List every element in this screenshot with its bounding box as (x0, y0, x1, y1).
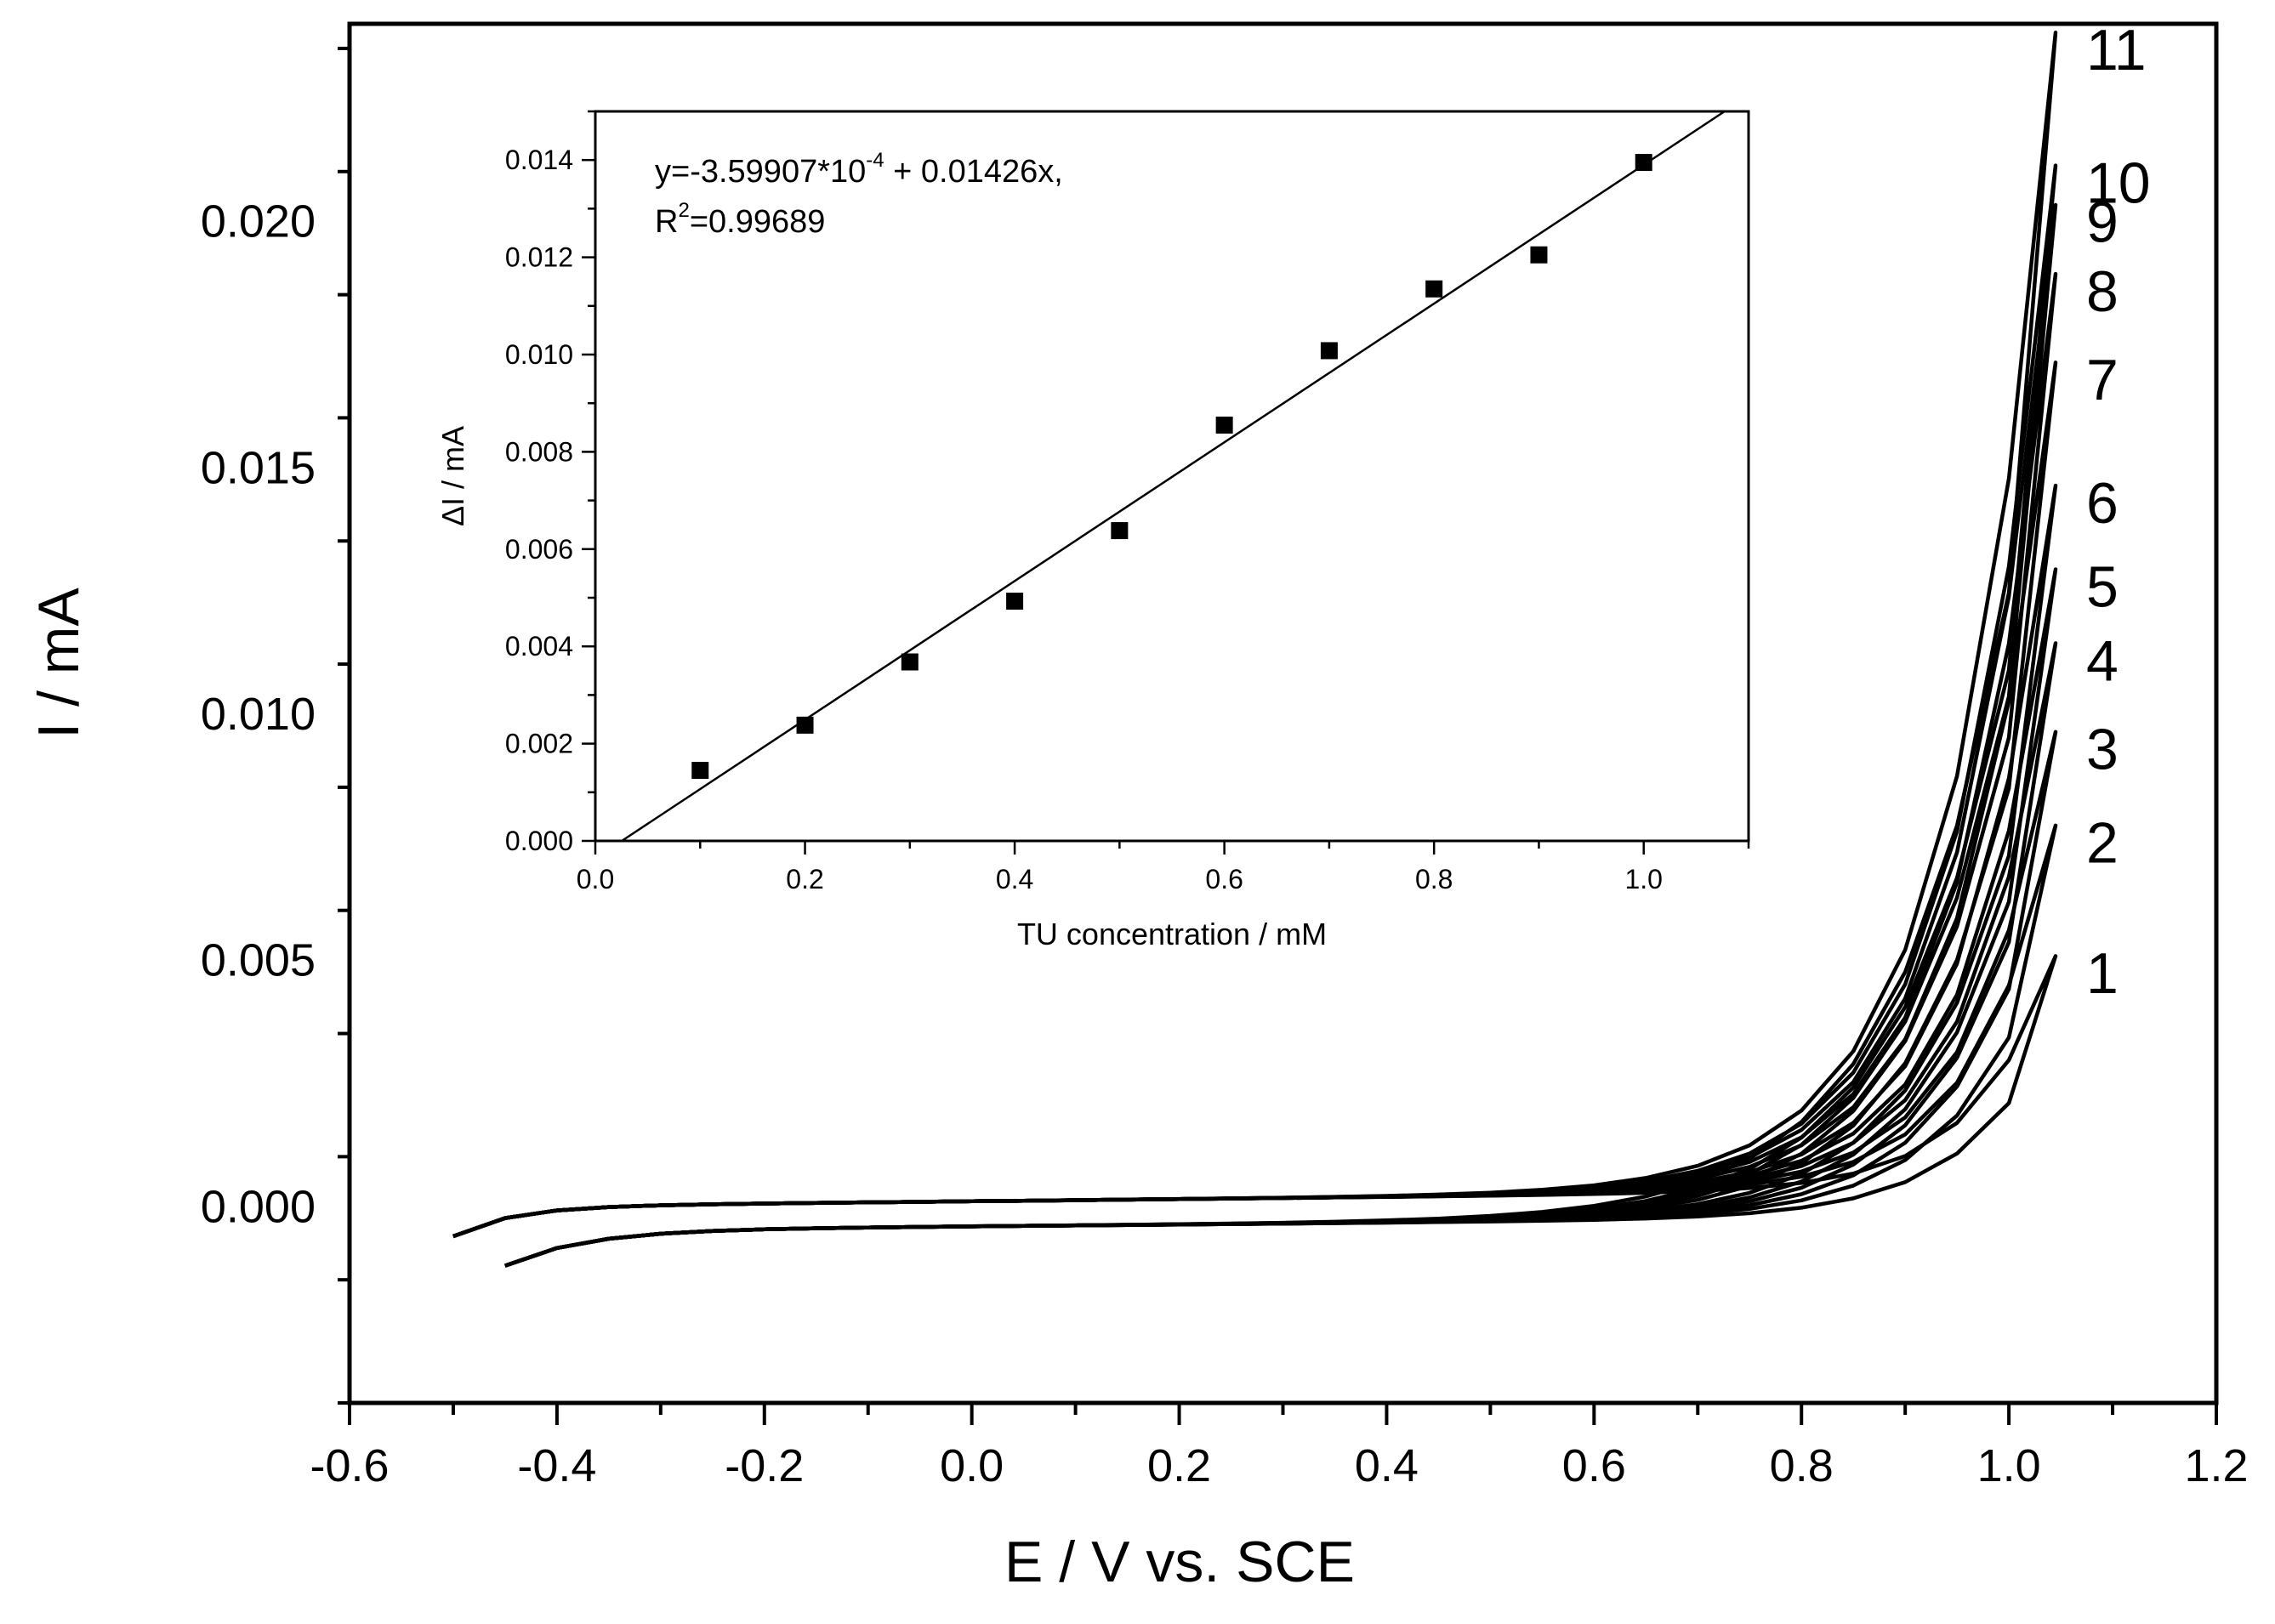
data-point (796, 716, 814, 734)
main-x-tick-label: 0.2 (1147, 1440, 1211, 1491)
data-point (1320, 342, 1338, 360)
main-x-axis-title: E / V vs. SCE (1004, 1530, 1355, 1594)
inset-axes: 0.0 0.2 0.4 0.6 0.8 1.0 0.000 0.002 0.004 0.006 0.… (505, 110, 1750, 894)
inset-y-tick-label: 0.010 (505, 339, 573, 370)
inset-x-tick-label: 0.8 (1415, 864, 1453, 894)
data-point (1530, 246, 1548, 264)
main-axes: -0.6 -0.4 -0.2 0.0 0.2 0.4 0.6 0.8 1.0 1.20.0000.… (201, 21, 2249, 1491)
inset-marks (621, 110, 1726, 843)
inset-plot-frame (594, 110, 1750, 843)
curve-label-8: 8 (2086, 259, 2119, 324)
inset-x-tick-label: 0.0 (577, 864, 614, 894)
curve-label-1: 1 (2086, 941, 2119, 1006)
main-x-tick-label: 0.8 (1770, 1440, 1834, 1491)
inset-y-tick-label: 0.014 (505, 145, 573, 175)
inset-y-tick-label: 0.002 (505, 729, 573, 759)
main-y-axis-title: I / mA (26, 588, 91, 739)
data-point (1006, 593, 1024, 610)
inset-x-tick-label: 1.0 (1624, 864, 1662, 894)
main-x-tick-label: 1.0 (1977, 1440, 2041, 1491)
inset-x-tick-label: 0.4 (996, 864, 1033, 894)
data-point (1215, 416, 1233, 434)
inset-x-tick-label: 0.6 (1205, 864, 1243, 894)
data-point (1425, 280, 1443, 298)
inset-y-tick-label: 0.000 (505, 826, 573, 856)
fit-equation: y=-3.59907*10-4 + 0.01426x, (655, 149, 1063, 190)
curve-label-6: 6 (2086, 471, 2119, 536)
main-x-tick-label: -0.4 (517, 1440, 596, 1491)
inset-x-tick-label: 0.2 (786, 864, 823, 894)
curve-label-10: 10 (2086, 150, 2151, 215)
main-y-tick-label: 0.010 (201, 689, 316, 740)
main-x-tick-label: 0.6 (1562, 1440, 1626, 1491)
curve-label-7: 7 (2086, 348, 2119, 412)
inset-y-tick-label: 0.008 (505, 436, 573, 467)
inset-y-tick-label: 0.006 (505, 534, 573, 565)
data-point (691, 762, 709, 780)
inset-y-tick-label: 0.004 (505, 631, 573, 662)
inset-x-axis-title: TU concentration / mM (1017, 917, 1327, 951)
main-x-tick-label: -0.2 (725, 1440, 804, 1491)
data-point (901, 653, 919, 671)
data-point (1635, 154, 1652, 172)
inset-y-tick-label: 0.012 (505, 242, 573, 273)
main-curves (452, 30, 2058, 1268)
curve-label-3: 3 (2086, 718, 2119, 782)
fit-r-squared: R2=0.99689 (655, 199, 825, 240)
main-x-tick-label: 1.2 (2184, 1440, 2248, 1491)
main-y-tick-label: 0.020 (201, 196, 316, 247)
main-x-tick-label: 0.0 (940, 1440, 1004, 1491)
main-y-tick-label: 0.000 (201, 1181, 316, 1232)
inset-plot: 0.0 0.2 0.4 0.6 0.8 1.0 0.000 0.002 0.004 0.006 0.… (435, 110, 1750, 951)
curve-label-5: 5 (2086, 554, 2119, 619)
inset-y-axis-title: ΔI / mA (435, 426, 470, 526)
curve-label-2: 2 (2086, 811, 2119, 876)
main-y-tick-label: 0.015 (201, 442, 316, 493)
main-x-tick-label: 0.4 (1355, 1440, 1419, 1491)
curve-label-9: 9 (2086, 190, 2119, 255)
curve-label-4: 4 (2086, 628, 2119, 693)
curve-label-11: 11 (2086, 18, 2147, 82)
data-point (1111, 522, 1129, 540)
main-x-tick-label: -0.6 (310, 1440, 389, 1491)
cv-curve-11 (452, 30, 2058, 1268)
main-y-tick-label: 0.005 (201, 935, 316, 986)
